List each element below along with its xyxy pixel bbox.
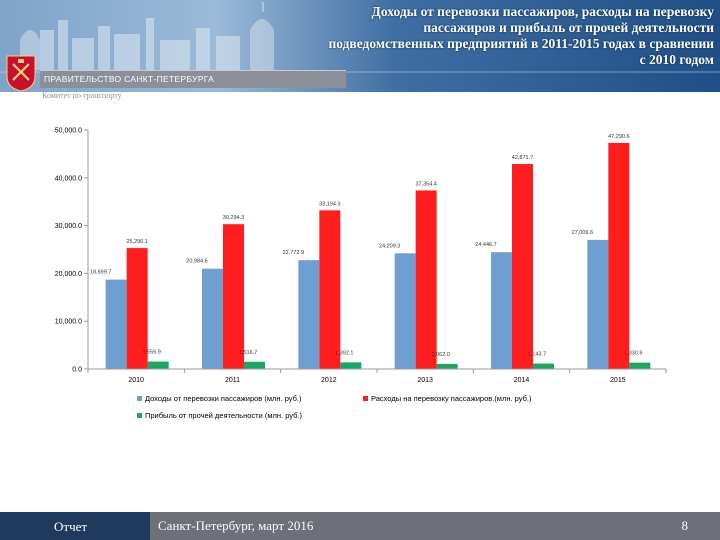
data-label: 1,062.0 (431, 352, 449, 358)
legend-label: Расходы на перевозку пассажиров.(млн. ру… (371, 394, 532, 403)
data-label: 42,871.7 (512, 155, 533, 161)
bar (244, 361, 265, 369)
bar (436, 363, 458, 369)
bar (340, 362, 362, 369)
y-tick-label: 0.0 (72, 367, 82, 374)
bar (512, 164, 533, 369)
bars (105, 142, 651, 369)
title-line: пассажиров и прибыль от прочей деятельно… (423, 20, 714, 35)
x-tick-label: 2015 (610, 377, 626, 384)
x-tick-label: 2010 (128, 377, 144, 384)
x-tick-label: 2014 (514, 377, 530, 384)
data-label: 30,294.3 (223, 215, 244, 221)
footer-left-block: Отчет (0, 512, 150, 540)
bar-chart: 0.0 10,000.0 20,000.0 30,000.0 40,000.0 50,00… (55, 128, 667, 420)
bar (202, 268, 223, 369)
legend: Доходы от перевозки пассажиров (млн. руб… (137, 394, 532, 420)
bar (223, 224, 244, 369)
data-label: 47,290.6 (608, 134, 629, 140)
data-label: 1,392.1 (335, 350, 353, 356)
title-line: с 2010 годом (639, 52, 714, 67)
legend-label: Прибыль от прочей деятельности (млн. руб… (145, 411, 302, 420)
data-labels: 18,699.7 20,984.6 22,772.9 24,209.3 24,446.7… (90, 134, 643, 358)
bar (126, 248, 148, 369)
bar (415, 190, 437, 369)
data-label: 27,009.6 (572, 230, 593, 236)
legend-swatch (137, 396, 142, 401)
government-bar: ПРАВИТЕЛЬСТВО САНКТ-ПЕТЕРБУРГА (40, 70, 346, 88)
bar (147, 361, 169, 369)
legend-swatch (137, 413, 142, 418)
legend-label: Доходы от перевозки пассажиров (млн. руб… (145, 394, 302, 403)
bar (105, 279, 127, 369)
y-tick-label: 10,000.0 (55, 319, 82, 326)
bar (491, 252, 512, 369)
title-line: подведомственных предприятий в 2011-2015… (328, 36, 714, 51)
data-label: 20,984.6 (186, 259, 207, 265)
bar (608, 142, 630, 369)
data-label: 37,354.4 (415, 181, 436, 187)
bar (319, 210, 341, 369)
data-label: 22,772.9 (283, 250, 304, 256)
data-label: 1,330.9 (624, 351, 642, 357)
page-number: 8 (681, 518, 689, 533)
x-tick-label: 2013 (417, 377, 433, 384)
bar (629, 362, 651, 369)
data-label: 24,209.3 (379, 243, 400, 249)
data-label: 1,516.7 (239, 350, 257, 356)
data-label: 33,194.3 (319, 201, 340, 207)
coat-of-arms-icon (6, 55, 36, 92)
header-banner: ПРАВИТЕЛЬСТВО САНКТ-ПЕТЕРБУРГА Доходы от… (0, 0, 720, 92)
x-tick-label: 2012 (321, 377, 337, 384)
data-label: 24,446.7 (475, 242, 496, 248)
footer-city-date: Санкт-Петербург, март 2016 (158, 518, 314, 533)
bar (298, 260, 320, 369)
y-axis-ticks: 0.0 10,000.0 20,000.0 30,000.0 40,000.0 50,00… (55, 128, 89, 374)
government-name: ПРАВИТЕЛЬСТВО САНКТ-ПЕТЕРБУРГА (44, 74, 215, 84)
bar (587, 239, 609, 369)
data-label: 1,555.9 (142, 350, 160, 356)
y-tick-label: 20,000.0 (55, 271, 82, 278)
slide-title: Доходы от перевозки пассажиров, расходы … (244, 4, 714, 68)
footer-report-label: Отчет (54, 519, 88, 534)
data-label: 25,296.1 (126, 239, 147, 245)
x-tick-label: 2011 (225, 377, 240, 384)
bar (533, 363, 554, 369)
legend-swatch (363, 396, 368, 401)
data-label: 18,699.7 (90, 270, 111, 276)
data-label: 1,143.7 (528, 352, 546, 358)
title-line: Доходы от перевозки пассажиров, расходы … (371, 4, 714, 19)
y-tick-label: 40,000.0 (55, 175, 82, 182)
bar (394, 253, 416, 369)
footer: Отчет Санкт-Петербург, март 2016 8 (0, 512, 720, 540)
y-tick-label: 30,000.0 (55, 223, 82, 230)
x-axis: 2010 2011 2012 2013 2014 2015 (87, 368, 667, 384)
y-tick-label: 50,000.0 (55, 128, 82, 135)
committee-name: Комитет по транспорту (42, 91, 122, 100)
